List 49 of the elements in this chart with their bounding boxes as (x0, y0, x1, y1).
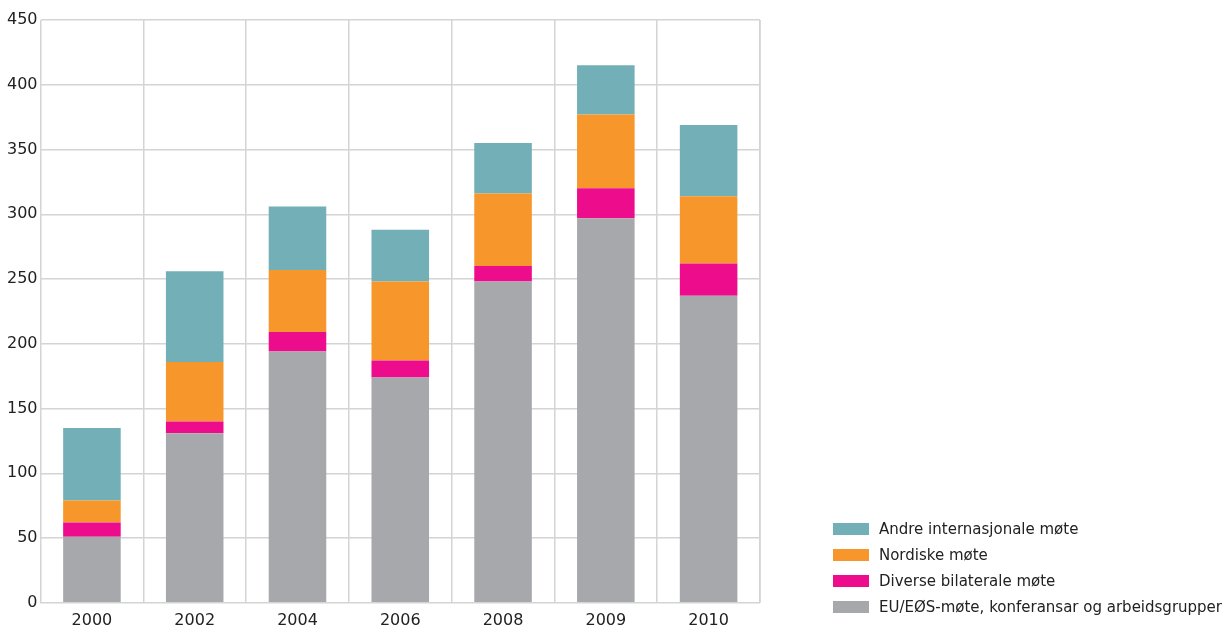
bar (577, 114, 635, 189)
bar (577, 188, 635, 219)
x-tick-label: 2008 (482, 609, 524, 629)
y-tick-label: 100 (6, 462, 38, 482)
bar (371, 281, 430, 361)
bar (165, 433, 224, 603)
bar (371, 360, 430, 378)
bar (474, 143, 532, 194)
bar (577, 218, 635, 603)
y-tick-label: 250 (6, 268, 38, 288)
y-tick-label: 150 (6, 397, 38, 417)
legend-label: Nordiske møte (878, 546, 988, 564)
bar (63, 536, 121, 603)
bar (371, 229, 430, 282)
bar (679, 196, 738, 264)
x-tick-label: 2000 (71, 609, 113, 629)
y-tick-label: 50 (17, 527, 38, 547)
y-tick-label: 450 (6, 9, 38, 29)
bar (679, 295, 738, 603)
y-tick-label: 200 (6, 332, 38, 352)
legend-label: Diverse bilaterale møte (878, 572, 1056, 590)
bar (268, 332, 327, 352)
bar (577, 65, 635, 115)
y-tick-label: 300 (6, 203, 38, 223)
bar (63, 500, 121, 523)
bar (268, 206, 327, 270)
x-tick-label: 2009 (585, 609, 627, 629)
bar (679, 263, 738, 296)
x-tick-label: 2006 (379, 609, 421, 629)
bar (165, 271, 224, 362)
y-tick-label: 0 (27, 591, 38, 611)
x-tick-label: 2002 (174, 609, 216, 629)
x-tick-label: 2004 (277, 609, 318, 629)
bar (679, 124, 738, 197)
bar (474, 193, 532, 267)
bar (474, 281, 532, 603)
y-tick-label: 400 (6, 73, 38, 93)
x-tick-label: 2010 (688, 609, 729, 629)
bar (268, 351, 327, 603)
bar (268, 269, 327, 333)
bar (165, 361, 224, 422)
bar (371, 377, 430, 603)
bar (474, 266, 532, 282)
bar (63, 427, 121, 501)
bar (165, 421, 224, 434)
legend-label: EU/EØS-møte, konferansar og arbeidsgrupper (878, 598, 1222, 616)
bar (63, 522, 121, 537)
legend-label: Andre internasjonale møte (878, 520, 1079, 538)
y-tick-label: 350 (6, 138, 38, 158)
